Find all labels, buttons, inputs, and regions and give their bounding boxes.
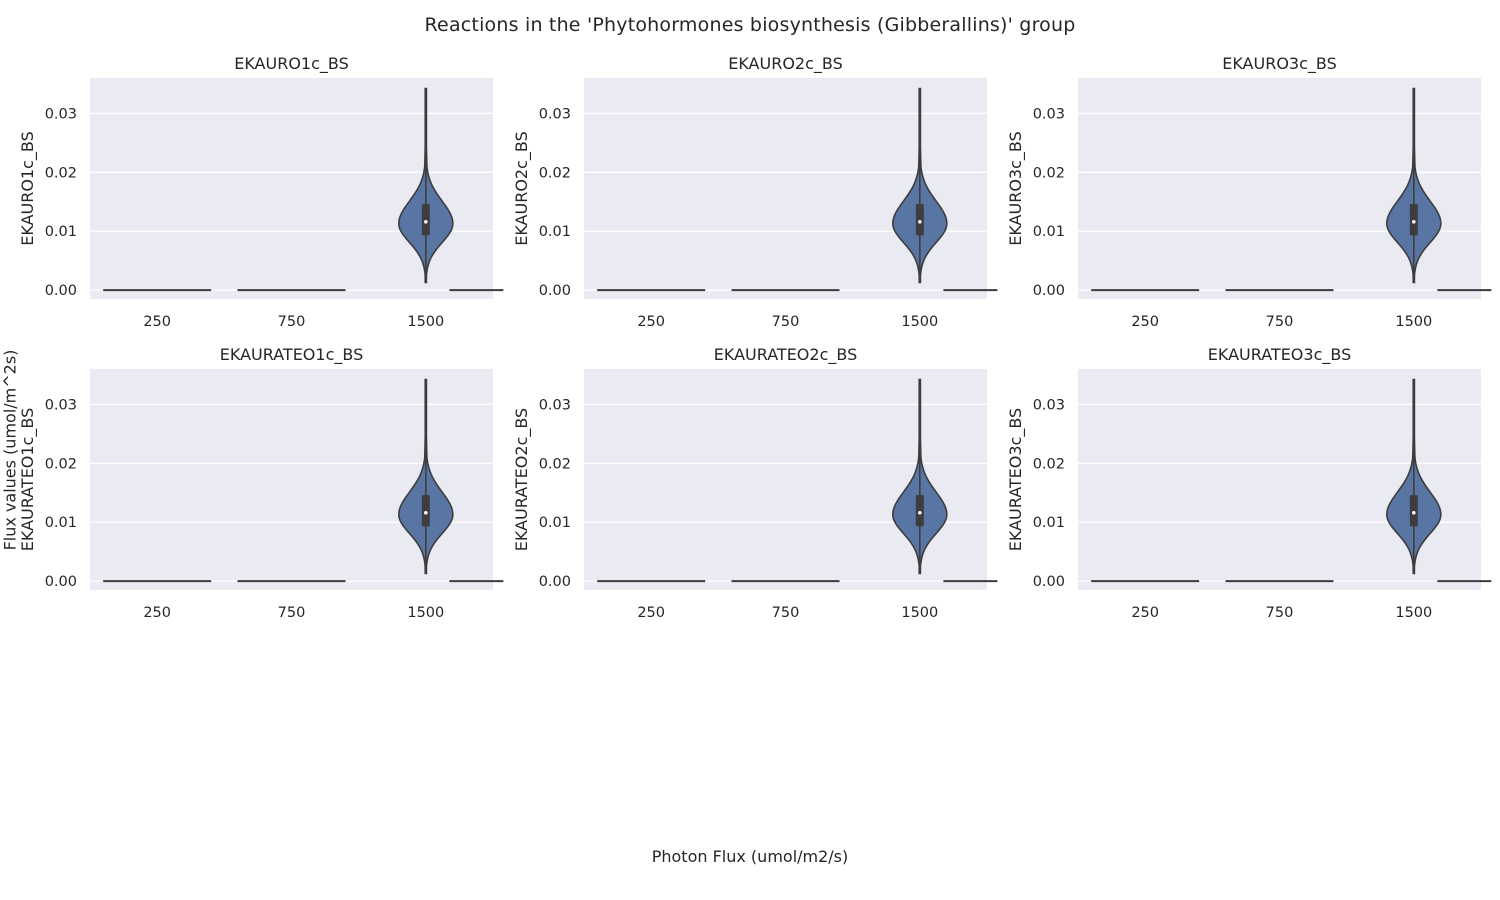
y-tick-label: 0.02: [45, 165, 77, 181]
y-tick-label: 0.00: [1033, 574, 1065, 590]
violin-panel-3: 0.00 0.01 0.02 0.03 250 750 1500 EKAURO3c_BS EKA…: [1006, 54, 1492, 330]
x-tick-label: 250: [1131, 605, 1159, 621]
panel-title: EKAURATEO3c_BS: [1208, 345, 1351, 365]
violin-iqr-box: [1409, 495, 1418, 527]
violin-iqr-box: [915, 495, 924, 527]
panel-title: EKAURO3c_BS: [1222, 54, 1337, 74]
violin-iqr-box: [1409, 204, 1418, 236]
y-tick-label: 0.01: [539, 224, 571, 240]
panel-y-label: EKAURO2c_BS: [512, 131, 532, 246]
violin-median: [918, 510, 922, 515]
panel-title: EKAURATEO1c_BS: [220, 345, 363, 365]
violin-panel-6: 0.00 0.01 0.02 0.03 250 750 1500 EKAURATEO3c_BS…: [1006, 345, 1492, 621]
panel-title: EKAURATEO2c_BS: [714, 345, 857, 365]
y-tick-label: 0.01: [539, 515, 571, 531]
y-tick-label: 0.03: [1033, 106, 1065, 122]
panel-title: EKAURO1c_BS: [234, 54, 349, 74]
violin-panel-2: 0.00 0.01 0.02 0.03 250 750 1500 EKAURO2c_BS EKA…: [512, 54, 998, 330]
y-tick-label: 0.02: [1033, 165, 1065, 181]
violin-panel-5: 0.00 0.01 0.02 0.03 250 750 1500 EKAURATEO2c_BS…: [512, 345, 998, 621]
x-tick-label: 250: [637, 605, 665, 621]
violin-iqr-box: [421, 495, 430, 527]
x-tick-label: 250: [637, 314, 665, 330]
panel-y-label: EKAURATEO2c_BS: [512, 408, 532, 551]
x-tick-label: 1500: [901, 605, 938, 621]
y-tick-label: 0.00: [45, 283, 77, 299]
violin-iqr-box: [421, 204, 430, 236]
y-tick-label: 0.03: [45, 106, 77, 122]
violin-iqr-box: [915, 204, 924, 236]
figure-y-label-text: Flux values (umol/m^2s): [0, 349, 20, 551]
panel-title: EKAURO2c_BS: [728, 54, 843, 74]
y-tick-label: 0.00: [539, 283, 571, 299]
y-tick-label: 0.03: [45, 397, 77, 413]
x-tick-label: 750: [1266, 605, 1294, 621]
x-tick-label: 250: [143, 314, 171, 330]
x-tick-label: 1500: [901, 314, 938, 330]
y-tick-label: 0.01: [1033, 515, 1065, 531]
panel-y-label: EKAURO3c_BS: [1006, 131, 1026, 246]
violin-median: [1412, 510, 1416, 515]
x-tick-label: 1500: [407, 605, 444, 621]
y-tick-label: 0.02: [539, 456, 571, 472]
x-tick-label: 250: [1131, 314, 1159, 330]
violin-median: [424, 510, 428, 515]
violin-median: [918, 219, 922, 224]
y-tick-label: 0.03: [539, 397, 571, 413]
x-tick-label: 750: [278, 605, 306, 621]
x-tick-label: 750: [772, 314, 800, 330]
y-tick-label: 0.02: [1033, 456, 1065, 472]
figure-x-label: Photon Flux (umol/m2/s): [651, 847, 849, 866]
y-tick-label: 0.02: [45, 456, 77, 472]
y-tick-label: 0.00: [539, 574, 571, 590]
x-tick-label: 1500: [407, 314, 444, 330]
y-tick-label: 0.03: [539, 106, 571, 122]
panel-y-label: EKAURO1c_BS: [18, 131, 38, 246]
x-tick-label: 750: [1266, 314, 1294, 330]
y-tick-label: 0.03: [1033, 397, 1065, 413]
y-tick-label: 0.02: [539, 165, 571, 181]
violin-median: [424, 219, 428, 224]
x-tick-label: 250: [143, 605, 171, 621]
y-tick-label: 0.00: [1033, 283, 1065, 299]
x-tick-label: 750: [772, 605, 800, 621]
violin-panel-1: 0.00 0.01 0.02 0.03 250 750 1500 EKAURO1c_BS EKA…: [18, 54, 504, 330]
figure-title: Reactions in the 'Phytohormones biosynth…: [424, 14, 1076, 36]
violin-panel-4: 0.00 0.01 0.02 0.03 250 750 1500 EKAURATEO1c_BS…: [18, 345, 504, 621]
x-tick-label: 1500: [1395, 314, 1432, 330]
x-tick-label: 1500: [1395, 605, 1432, 621]
y-tick-label: 0.00: [45, 574, 77, 590]
y-tick-label: 0.01: [45, 224, 77, 240]
violin-median: [1412, 219, 1416, 224]
panel-y-label: EKAURATEO3c_BS: [1006, 408, 1026, 551]
y-tick-label: 0.01: [45, 515, 77, 531]
x-tick-label: 750: [278, 314, 306, 330]
panel-y-label: EKAURATEO1c_BS: [18, 408, 38, 551]
y-tick-label: 0.01: [1033, 224, 1065, 240]
